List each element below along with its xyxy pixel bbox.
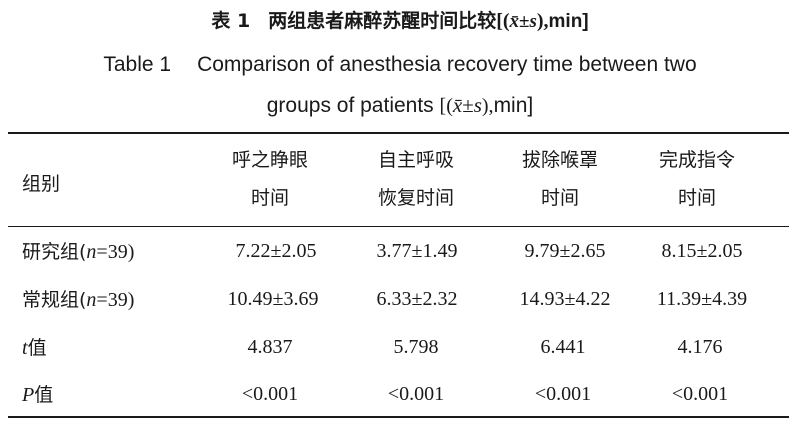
table-cell: 11.39±4.39 xyxy=(656,288,748,310)
unit-min-en: min] xyxy=(493,94,534,117)
table-cell: <0.001 xyxy=(534,383,592,405)
table-cell: 4.176 xyxy=(677,336,723,358)
column-header-1-line1: 呼之睁眼 xyxy=(231,149,309,171)
table-cell: 10.49±3.69 xyxy=(227,288,319,310)
column-header-3-line2: 时间 xyxy=(540,187,580,209)
table-bottom-rule xyxy=(8,416,789,418)
table-row-label: 常规组(n=39) xyxy=(22,289,135,311)
table-title-en-text-2: groups of patients xyxy=(266,94,434,117)
table-cell: 9.79±2.65 xyxy=(524,240,606,262)
table-title-en-text-1: Comparison of anesthesia recovery time b… xyxy=(197,53,697,76)
table-label-cn: 表 1 xyxy=(211,10,251,32)
table-cell: 8.15±2.05 xyxy=(661,240,743,262)
column-header-4: 完成指令 时间 xyxy=(659,147,735,211)
table-title-en-line2: groups of patients [(x̄±s),min] xyxy=(0,91,800,120)
stat-symbol-en: x̄±s xyxy=(452,93,482,117)
column-header-2-line2: 恢复时间 xyxy=(377,187,455,209)
column-header-1-line2: 时间 xyxy=(250,187,290,209)
table-cell: 14.93±4.22 xyxy=(519,288,611,310)
column-header-3-line1: 拔除喉罩 xyxy=(521,149,599,171)
bracket-close-en: ), xyxy=(481,95,494,117)
table-row-label: 研究组(n=39) xyxy=(22,241,135,263)
table-cell: 5.798 xyxy=(393,336,439,358)
table-cell: <0.001 xyxy=(671,383,729,405)
table-title-en-line1: Table 1 Comparison of anesthesia recovery… xyxy=(0,51,800,79)
table-title-cn: 表 1 两组患者麻醉苏醒时间比较[(x̄±s),min] xyxy=(0,8,800,35)
table-cell: 3.77±1.49 xyxy=(376,240,458,262)
table-row-label: P值 xyxy=(22,384,54,406)
table-cell: <0.001 xyxy=(241,383,299,405)
table-header-rule xyxy=(8,226,789,227)
table-cell: 4.837 xyxy=(247,336,293,358)
table-cell: 6.441 xyxy=(540,336,586,358)
column-header-4-line1: 完成指令 xyxy=(658,149,736,171)
stat-symbol: x̄±s xyxy=(509,11,537,32)
table-top-rule xyxy=(8,132,789,134)
column-header-2: 自主呼吸 恢复时间 xyxy=(378,147,454,211)
column-header-4-line2: 时间 xyxy=(677,187,717,209)
table-cell: 6.33±2.32 xyxy=(376,288,458,310)
table-row-label: t值 xyxy=(22,337,47,359)
unit-min: min] xyxy=(548,11,589,32)
table-title-cn-text: 两组患者麻醉苏醒时间比较 xyxy=(268,10,497,32)
group-column-header: 组别 xyxy=(22,173,61,195)
table-cell: <0.001 xyxy=(387,383,445,405)
bracket-open: [( xyxy=(496,10,510,32)
bracket-close: ), xyxy=(536,10,549,32)
table-label-en: Table 1 xyxy=(103,53,172,76)
column-header-3: 拔除喉罩 时间 xyxy=(522,147,598,211)
column-header-2-line1: 自主呼吸 xyxy=(377,149,455,171)
bracket-open-en: [( xyxy=(439,95,453,117)
column-header-1: 呼之睁眼 时间 xyxy=(232,147,308,211)
table-cell: 7.22±2.05 xyxy=(235,240,317,262)
